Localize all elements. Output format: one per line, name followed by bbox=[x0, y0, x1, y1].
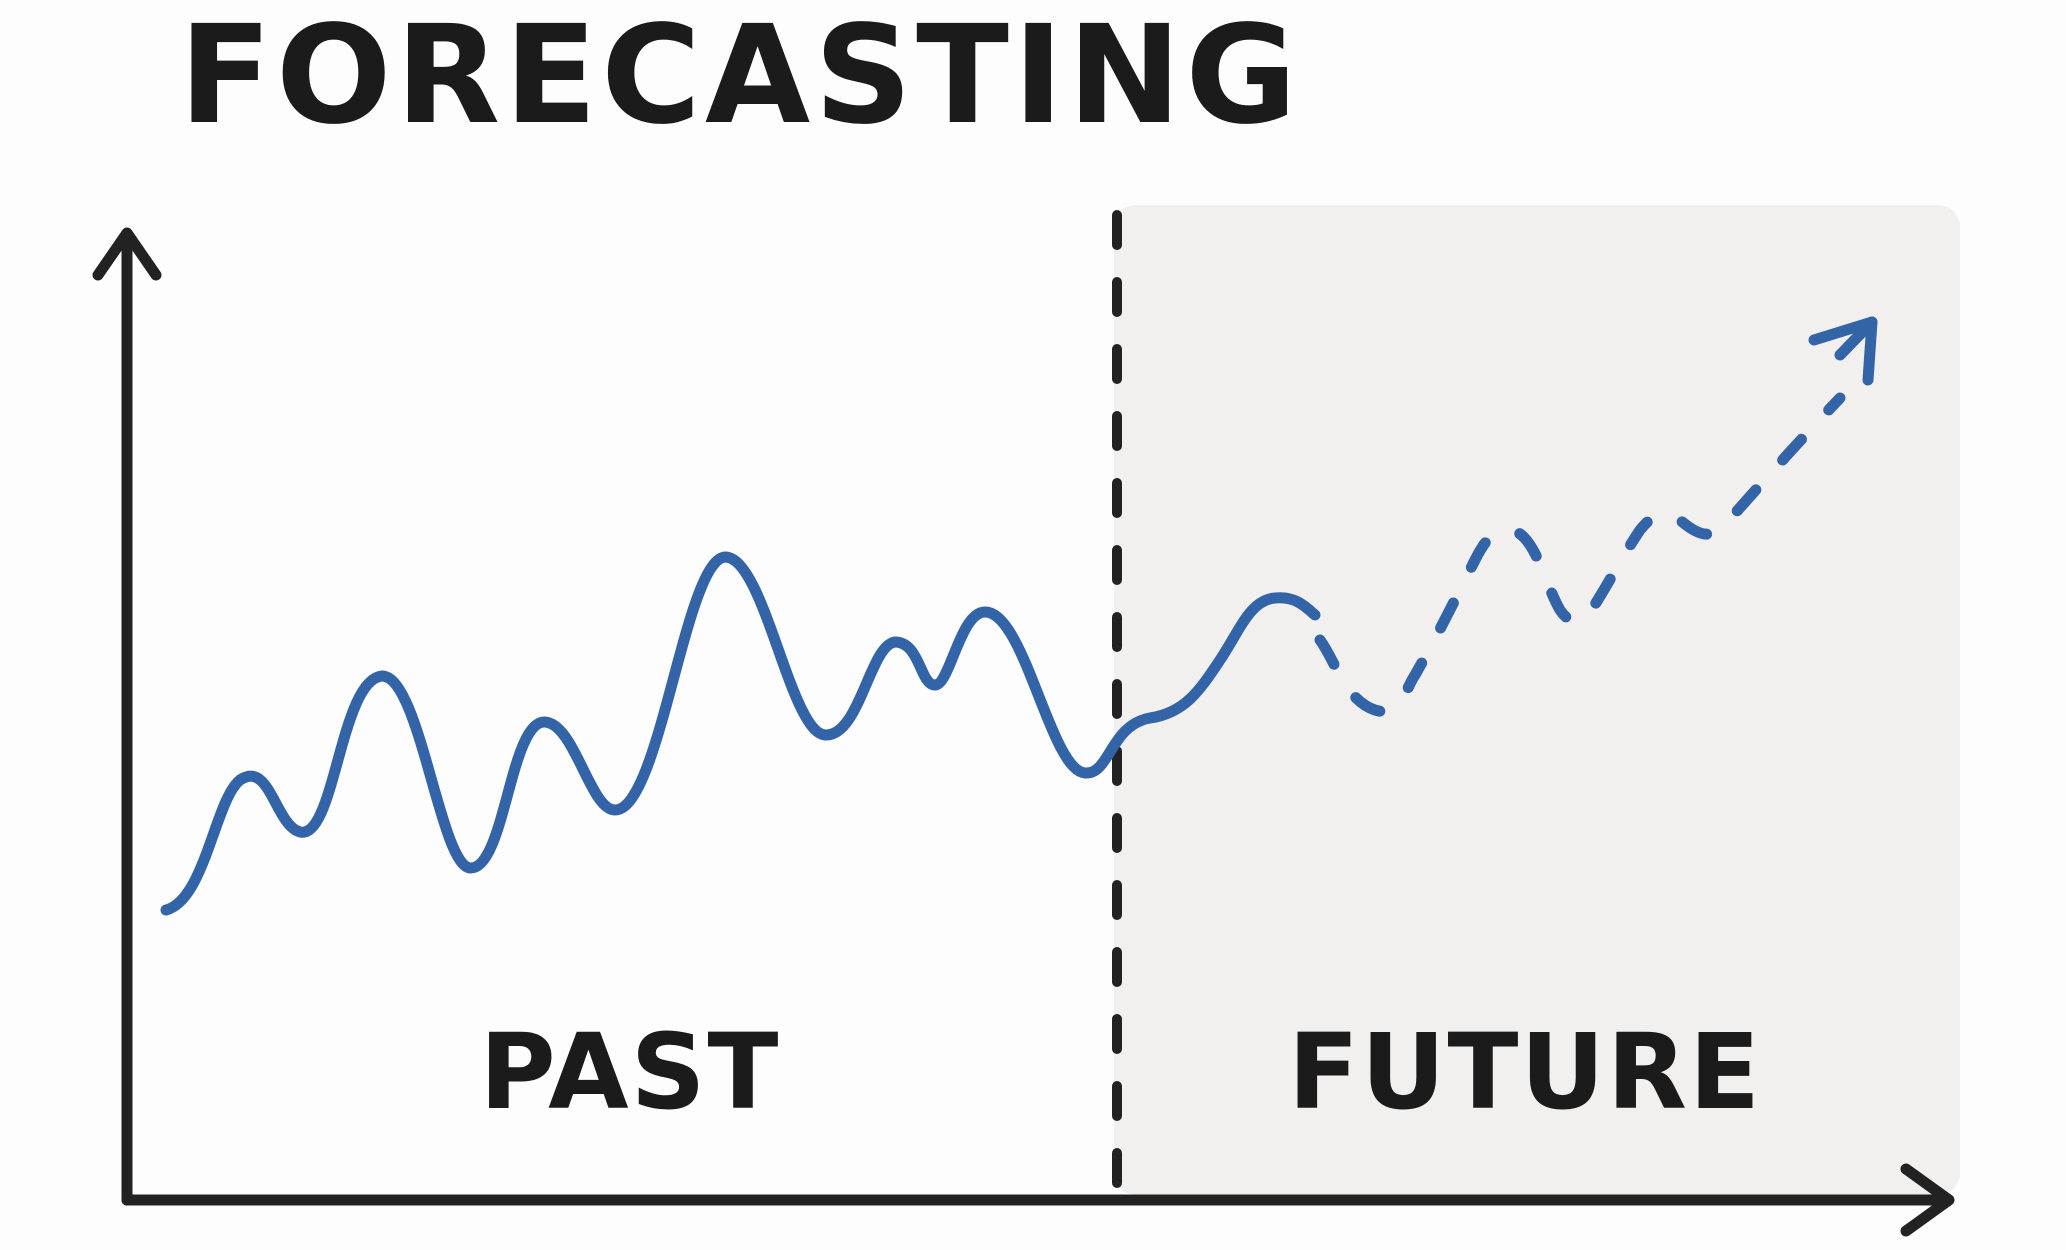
x-axis bbox=[121, 1163, 1955, 1237]
y-axis bbox=[92, 227, 162, 1206]
past-label: PAST bbox=[479, 1011, 780, 1133]
forecast-arrow-tip-stem bbox=[1834, 316, 1878, 361]
historical-data-line bbox=[160, 551, 1321, 916]
diagram-title: FORECASTING bbox=[179, 0, 1301, 155]
y-axis-arrowhead bbox=[92, 227, 162, 281]
future-region-background bbox=[1114, 205, 1960, 1195]
future-label: FUTURE bbox=[1288, 1011, 1762, 1133]
x-axis-arrowhead bbox=[1900, 1163, 1955, 1237]
forecast-data-line bbox=[1314, 392, 1846, 717]
